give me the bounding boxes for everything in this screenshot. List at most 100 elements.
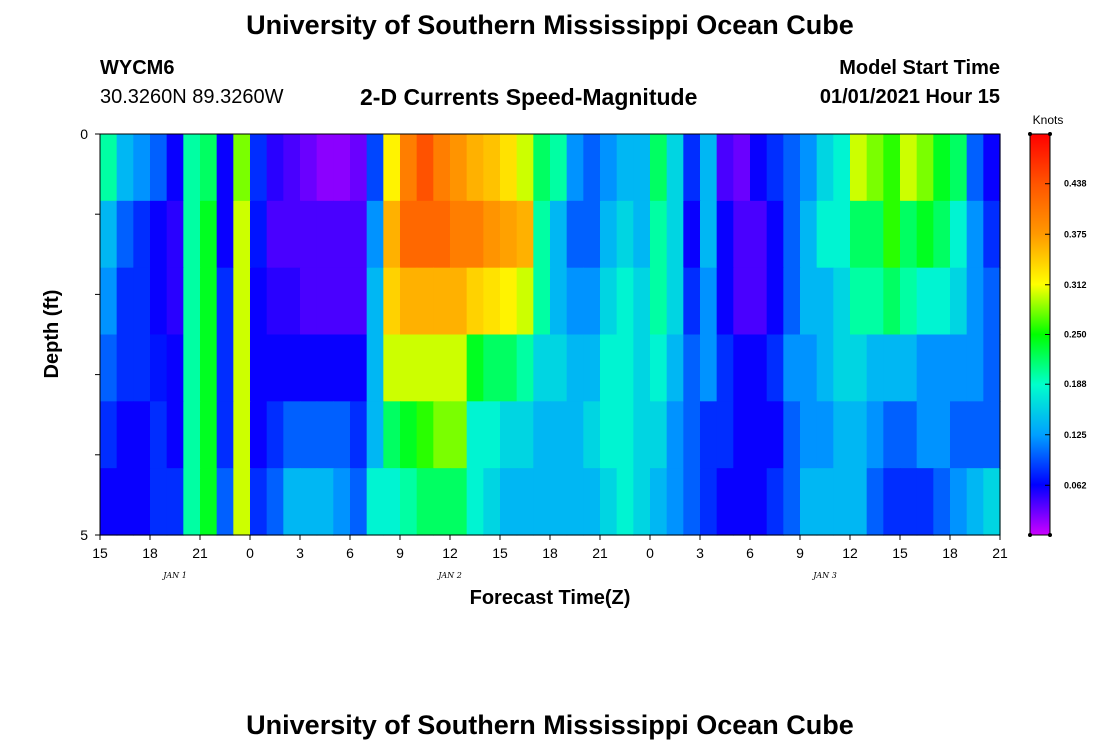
heatmap-cell — [633, 334, 651, 402]
heatmap-cell — [533, 334, 551, 402]
heatmap-cell — [566, 468, 584, 536]
heatmap-cell — [716, 200, 734, 269]
heatmap-cell — [250, 468, 268, 536]
heatmap-cell — [466, 468, 484, 536]
heatmap-cell — [783, 267, 801, 336]
heatmap-cell — [183, 401, 201, 469]
colorbar-tick-label: 0.125 — [1064, 430, 1087, 440]
heatmap-cell — [600, 468, 618, 536]
heatmap-cell — [416, 134, 434, 202]
heatmap-cell — [700, 134, 718, 202]
heatmap-cell — [350, 401, 368, 469]
heatmap-cell — [416, 401, 434, 469]
heatmap-cell — [600, 267, 618, 336]
heatmap-cell — [200, 200, 218, 269]
heatmap-cell — [283, 401, 301, 469]
heatmap-cell — [950, 334, 968, 402]
heatmap-cell — [600, 134, 618, 202]
heatmap-cell — [733, 468, 751, 536]
heatmap-cell — [550, 200, 568, 269]
heatmap-cell — [583, 334, 601, 402]
heatmap-cell — [800, 200, 818, 269]
heatmap-cell — [633, 468, 651, 536]
heatmap-cell — [700, 334, 718, 402]
heatmap-cell — [916, 134, 934, 202]
heatmap-cell — [516, 267, 534, 336]
heatmap-cell — [566, 401, 584, 469]
heatmap-cell — [383, 134, 401, 202]
heatmap-cell — [600, 401, 618, 469]
heatmap-cell — [533, 468, 551, 536]
heatmap-cell — [833, 134, 851, 202]
heatmap-cell — [633, 134, 651, 202]
heatmap-cell — [116, 334, 134, 402]
heatmap-cell — [350, 334, 368, 402]
heatmap-cell — [500, 334, 518, 402]
heatmap-cell — [483, 468, 501, 536]
heatmap-cell — [733, 401, 751, 469]
heatmap-cell — [100, 200, 118, 269]
heatmap-cell — [200, 401, 218, 469]
heatmap-cell — [733, 134, 751, 202]
colorbar-ticks: 0.438 0.375 0.312 0.250 0.188 0.125 0.062 — [1028, 132, 1087, 537]
heatmap-cell — [266, 200, 284, 269]
heatmap-cell — [266, 468, 284, 536]
heatmap-cell — [866, 468, 884, 536]
heatmap-cell — [783, 134, 801, 202]
heatmap-cell — [633, 401, 651, 469]
heatmap-cell — [133, 468, 151, 536]
heatmap-cell — [233, 134, 251, 202]
heatmap-cell — [966, 401, 984, 469]
heatmap-cell — [983, 200, 1001, 269]
heatmap-cell — [716, 334, 734, 402]
heatmap-cell — [450, 468, 468, 536]
heatmap-cell — [816, 401, 834, 469]
heatmap-cell — [716, 401, 734, 469]
heatmap-cell — [666, 401, 684, 469]
heatmap-cell — [916, 401, 934, 469]
heatmap-cell — [483, 334, 501, 402]
heatmap-cell — [883, 200, 901, 269]
heatmap-cell — [316, 401, 334, 469]
heatmap-cell — [316, 468, 334, 536]
x-axis-title: Forecast Time(Z) — [470, 587, 631, 609]
heatmap-cell — [583, 401, 601, 469]
heatmap-cell — [216, 267, 234, 336]
heatmap-cell — [250, 334, 268, 402]
heatmap-cell — [766, 200, 784, 269]
heatmap-cell — [916, 267, 934, 336]
heatmap-cell — [683, 334, 701, 402]
heatmap-cell — [216, 200, 234, 269]
chart-subtitle: 2-D Currents Speed-Magnitude — [360, 84, 698, 110]
heatmap-cell — [683, 401, 701, 469]
heatmap-cell — [150, 334, 168, 402]
heatmap-cell — [333, 334, 351, 402]
heatmap-cell — [700, 468, 718, 536]
heatmap-cell — [783, 468, 801, 536]
heatmap-cell — [916, 200, 934, 269]
heatmap-cell — [483, 267, 501, 336]
heatmap-cell — [883, 468, 901, 536]
heatmap-cell — [200, 334, 218, 402]
x-tick-label: 15 — [892, 545, 908, 561]
colorbar-unit: Knots — [1033, 113, 1064, 127]
heatmap-cell — [683, 468, 701, 536]
heatmap-cell — [816, 334, 834, 402]
heatmap-cell — [633, 267, 651, 336]
heatmap-cell — [583, 468, 601, 536]
heatmap-cell — [150, 468, 168, 536]
heatmap-cell — [133, 267, 151, 336]
heatmap-cell — [166, 267, 184, 336]
heatmap-cell — [650, 401, 668, 469]
heatmap-cell — [216, 468, 234, 536]
x-tick-label: 6 — [346, 545, 354, 561]
heatmap-cell — [716, 134, 734, 202]
heatmap-cell — [233, 468, 251, 536]
heatmap-cell — [366, 267, 384, 336]
heatmap-cell — [783, 401, 801, 469]
heatmap-cell — [333, 267, 351, 336]
heatmap-cell — [350, 134, 368, 202]
heatmap-cell — [233, 401, 251, 469]
heatmap-cell — [116, 401, 134, 469]
colorbar-cap — [1028, 533, 1032, 537]
